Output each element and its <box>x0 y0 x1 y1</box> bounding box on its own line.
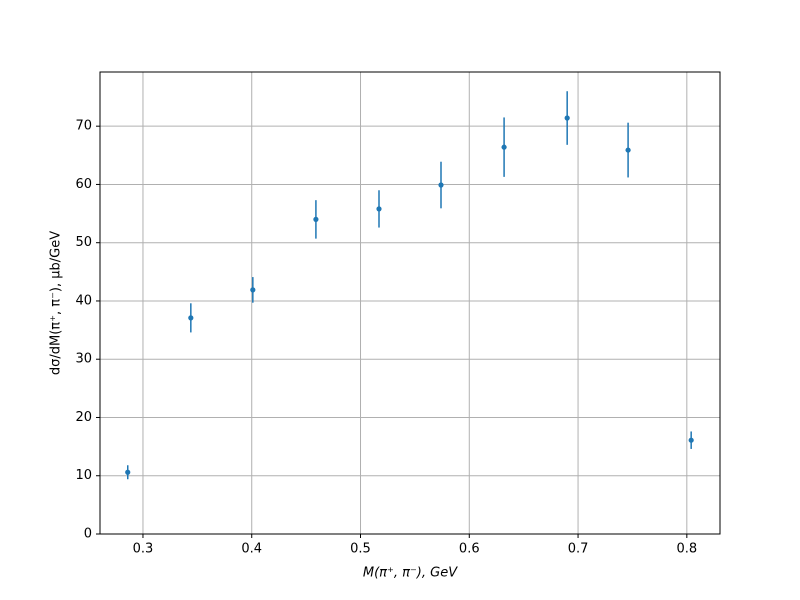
x-tick-label: 0.8 <box>676 542 697 557</box>
y-tick-label: 60 <box>75 177 92 192</box>
y-tick-label: 30 <box>75 352 92 367</box>
data-point <box>564 115 570 121</box>
y-axis-label: dσ/dM(π⁺, π⁻), μb/GeV <box>49 231 64 375</box>
x-axis-label: M(π⁺, π⁻), GeV <box>363 566 458 581</box>
x-tick-label: 0.3 <box>133 542 154 557</box>
y-tick-label: 20 <box>75 410 92 425</box>
x-tick-label: 0.4 <box>241 542 262 557</box>
data-point <box>188 315 194 321</box>
data-point <box>250 287 256 293</box>
data-point <box>125 469 131 475</box>
data-point <box>625 147 631 153</box>
y-tick-label: 0 <box>84 527 92 542</box>
x-tick-label: 0.5 <box>350 542 371 557</box>
y-tick-label: 10 <box>75 468 92 483</box>
data-point <box>376 206 382 212</box>
y-tick-label: 50 <box>75 235 92 250</box>
x-tick-label: 0.6 <box>459 542 480 557</box>
data-point <box>438 182 444 188</box>
data-point <box>688 437 694 443</box>
data-point <box>501 144 507 150</box>
x-tick-label: 0.7 <box>568 542 589 557</box>
plot-frame <box>99 71 721 535</box>
data-point <box>313 216 319 222</box>
y-tick-label: 40 <box>75 293 92 308</box>
y-tick-label: 70 <box>75 119 92 134</box>
